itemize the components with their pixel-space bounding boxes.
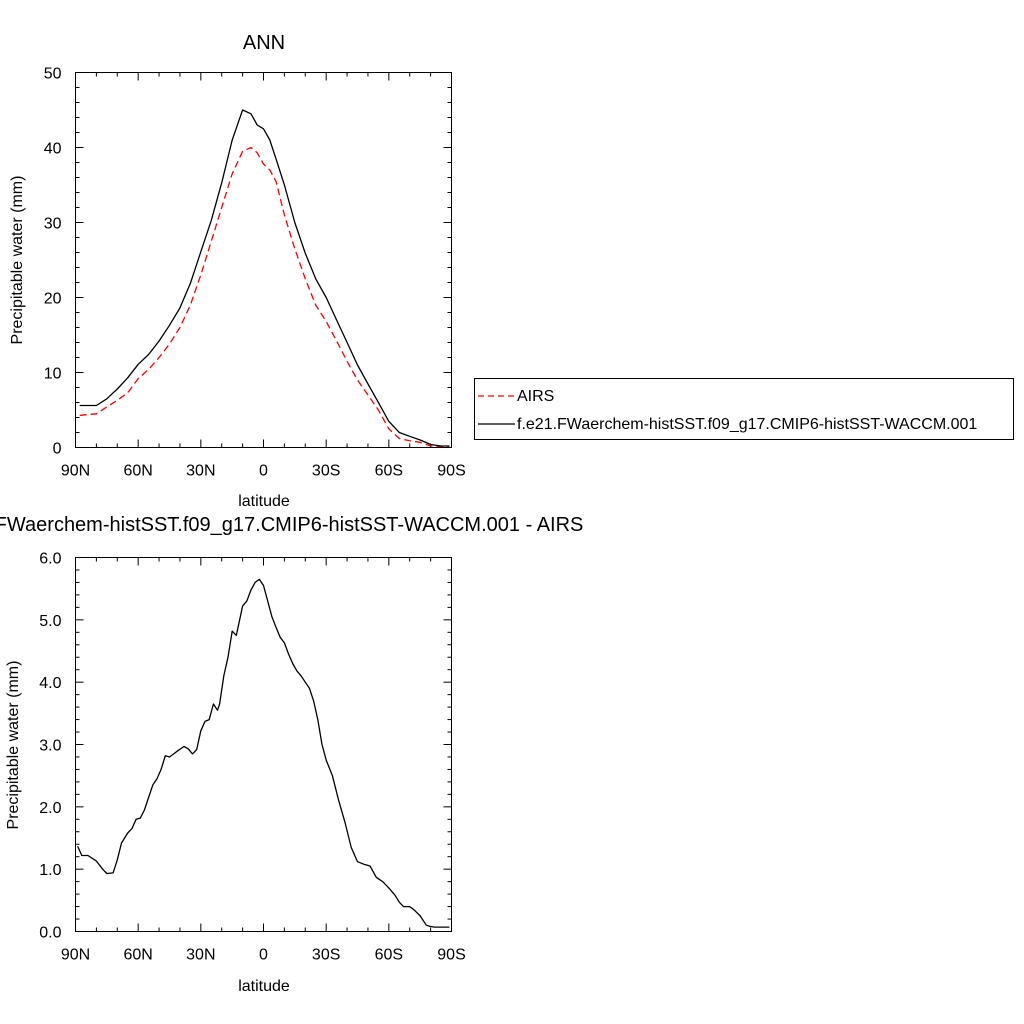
top-chart-series-model-line: [79, 109, 450, 447]
top-chart: ANN 0 10 20 30 40 50 90N 60N 30N 0 30S 60S 90S lati…: [9, 32, 466, 510]
bottom-chart-plot-area: [77, 578, 450, 928]
bottom-chart: f.e21.FWaerchem-histSST.f09_g17.CMIP6-hi…: [0, 514, 583, 995]
top-chart-x-tick-labels: 90N 60N 30N 0 30S 60S 90S: [61, 463, 466, 480]
bottom-chart-y-tick-label: 0.0: [39, 925, 61, 942]
top-chart-title: ANN: [243, 32, 285, 54]
top-chart-x-tick-label: 90S: [437, 463, 465, 480]
legend-label-model: f.e21.FWaerchem-histSST.f09_g17.CMIP6-hi…: [517, 416, 977, 433]
bottom-chart-x-tick-label: 30N: [186, 947, 215, 964]
top-chart-x-tick-label: 0: [259, 463, 268, 480]
legend-label-airs: AIRS: [517, 388, 554, 405]
bottom-chart-y-tick-label: 3.0: [39, 738, 61, 755]
top-chart-x-tick-label: 30N: [186, 463, 215, 480]
top-chart-y-tick-label: 0: [53, 441, 62, 458]
bottom-chart-y-tick-label: 5.0: [39, 613, 61, 630]
top-chart-x-tick-label: 60S: [375, 463, 403, 480]
bottom-chart-x-tick-label: 60N: [123, 947, 152, 964]
legend-box: [474, 378, 1014, 440]
top-chart-y-tick-label: 10: [44, 366, 62, 383]
top-chart-y-tick-label: 30: [44, 216, 62, 233]
top-chart-x-axis-label: latitude: [238, 493, 290, 510]
top-chart-series-airs-line: [79, 146, 450, 448]
bottom-chart-x-tick-label: 60S: [375, 947, 403, 964]
bottom-chart-y-axis-label: Precipitable water (mm): [5, 661, 22, 830]
top-chart-y-axis-label: Precipitable water (mm): [9, 176, 26, 345]
bottom-chart-frame: [75, 557, 452, 932]
top-chart-plot-area: [79, 109, 450, 448]
top-chart-y-tick-label: 40: [44, 141, 62, 158]
top-chart-x-tick-label: 60N: [123, 463, 152, 480]
bottom-chart-y-tick-label: 6.0: [39, 551, 61, 568]
top-chart-x-tick-label: 30S: [312, 463, 340, 480]
legend: AIRS f.e21.FWaerchem-histSST.f09_g17.CMI…: [474, 378, 1014, 440]
bottom-chart-title: f.e21.FWaerchem-histSST.f09_g17.CMIP6-hi…: [0, 514, 583, 536]
bottom-chart-series-difference-line: [77, 578, 450, 928]
bottom-chart-x-tick-label: 0: [259, 947, 268, 964]
top-chart-y-tick-label: 20: [44, 291, 62, 308]
bottom-chart-x-tick-label: 90N: [61, 947, 90, 964]
bottom-chart-y-tick-label: 1.0: [39, 862, 61, 879]
bottom-chart-x-axis-label: latitude: [238, 978, 290, 995]
bottom-chart-y-tick-labels: 0.0 1.0 2.0 3.0 4.0 5.0 6.0: [39, 551, 61, 942]
top-chart-x-tick-label: 90N: [61, 463, 90, 480]
top-chart-y-tick-labels: 0 10 20 30 40 50: [44, 66, 62, 458]
top-chart-frame: [75, 72, 452, 448]
bottom-chart-x-tick-label: 90S: [437, 947, 465, 964]
bottom-chart-y-tick-label: 4.0: [39, 675, 61, 692]
top-chart-y-tick-label: 50: [44, 66, 62, 83]
bottom-chart-x-tick-label: 30S: [312, 947, 340, 964]
bottom-chart-x-tick-labels: 90N 60N 30N 0 30S 60S 90S: [61, 947, 466, 964]
bottom-chart-y-tick-label: 2.0: [39, 800, 61, 817]
